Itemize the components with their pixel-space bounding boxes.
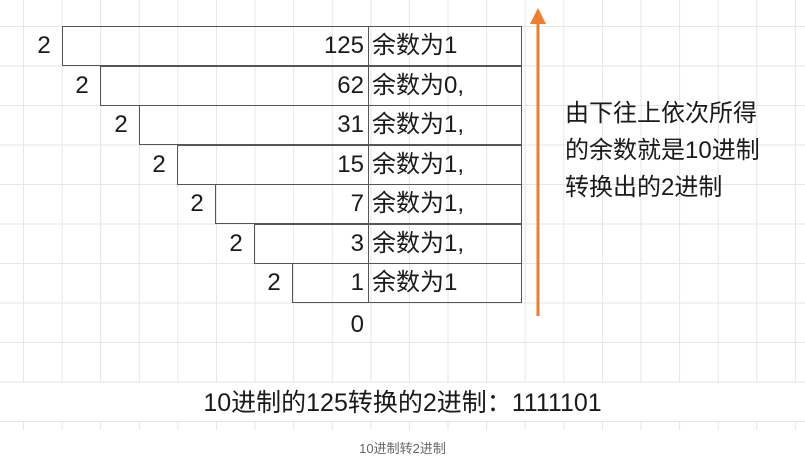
remainder: 余数为1, (372, 150, 465, 178)
quotient: 7 (350, 190, 364, 217)
divisor: 2 (190, 190, 204, 217)
divisor: 2 (229, 229, 243, 257)
quotient: 62 (337, 71, 364, 99)
remainder: 余数为0, (372, 71, 465, 99)
divisor: 2 (114, 111, 128, 138)
result-text: 10进制的125转换的2进制：1111101 (203, 389, 602, 417)
quotient: 125 (323, 32, 364, 59)
grid-background (0, 0, 805, 430)
remainder: 余数为1, (372, 111, 465, 138)
quotient: 1 (350, 269, 364, 296)
quotient: 15 (337, 150, 364, 178)
column-divider (368, 26, 369, 303)
explanation-note: 由下往上依次所得的余数就是10进制转换出的2进制 (565, 100, 760, 201)
up-arrow-head (530, 8, 546, 24)
quotient: 31 (337, 111, 364, 138)
quotient: 3 (350, 229, 364, 257)
final-quotient: 0 (350, 311, 364, 338)
divisor: 2 (267, 269, 281, 296)
remainder: 余数为1, (372, 190, 465, 217)
remainder: 余数为1, (372, 229, 465, 257)
remainder: 余数为1 (372, 32, 458, 59)
divisor: 2 (75, 71, 89, 99)
divisor: 2 (37, 32, 51, 59)
divisor: 2 (152, 150, 166, 178)
caption-background (0, 430, 805, 460)
result-row-background (0, 383, 805, 421)
remainder: 余数为1 (372, 269, 458, 296)
figure-caption: 10进制转2进制 (359, 441, 446, 456)
division-box (292, 263, 522, 303)
